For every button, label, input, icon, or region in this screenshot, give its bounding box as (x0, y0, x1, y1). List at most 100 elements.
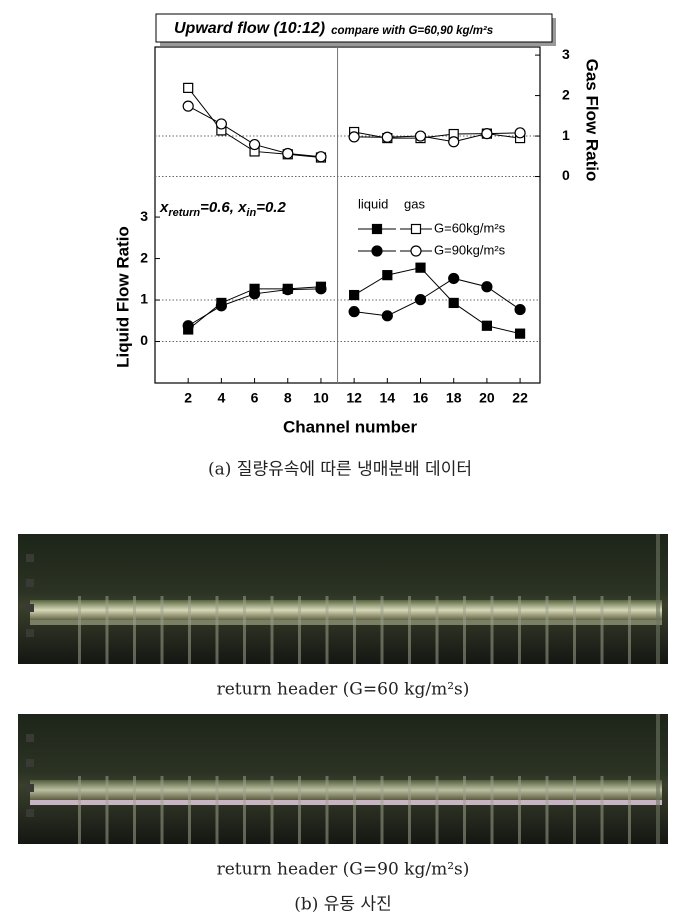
y2-tick-label: 1 (562, 127, 570, 143)
tube (545, 776, 549, 844)
gas-line (354, 132, 521, 143)
frame-notch (26, 554, 34, 562)
x-tick-label: 6 (251, 390, 259, 406)
header-pipe (30, 620, 662, 625)
tube (215, 776, 219, 844)
liquid-line (353, 267, 521, 335)
tube (215, 596, 219, 664)
marker (414, 294, 427, 306)
tube (628, 596, 631, 664)
frame-notch (26, 759, 34, 767)
marker (514, 303, 526, 316)
tube (600, 596, 604, 664)
caption-a: (a) 질량유속에 따른 냉매분배 데이터 (208, 460, 472, 480)
marker (448, 272, 460, 285)
marker (382, 270, 393, 281)
tube (243, 596, 246, 664)
tube (490, 776, 494, 844)
liquid-line (354, 277, 521, 317)
marker (414, 130, 427, 142)
legend-label: G=90kg/m²s (434, 242, 506, 257)
marker (348, 131, 360, 143)
photo-background (18, 714, 668, 844)
chart-title: Upward flow (10:12) (174, 20, 325, 37)
marker (514, 127, 526, 139)
y2-tick-label: 0 (562, 167, 570, 183)
annotation-part: in (246, 207, 256, 219)
header-band (30, 780, 662, 800)
tube (463, 776, 466, 844)
annotation-part: x (159, 199, 169, 216)
y-tick-label: 2 (140, 249, 148, 265)
tube (353, 776, 356, 844)
marker (481, 320, 492, 331)
frame-notch (26, 734, 34, 742)
marker (514, 328, 526, 339)
marker (248, 288, 261, 300)
tube (105, 776, 109, 844)
frame-notch (26, 629, 34, 637)
legend-header: liquid (358, 196, 388, 211)
tube (188, 596, 191, 664)
photo-edge (656, 534, 660, 664)
tube (408, 776, 411, 844)
legend-marker (410, 223, 422, 235)
marker (348, 306, 360, 318)
photo-caption: return header (G=90 kg/m²s) (217, 860, 470, 880)
marker (481, 281, 493, 293)
marker (448, 297, 459, 309)
tube (435, 776, 439, 844)
marker (248, 138, 261, 151)
marker (282, 147, 294, 160)
tube (270, 776, 274, 844)
y2-axis-label: Gas Flow Ratio (583, 59, 602, 182)
x-tick-label: 8 (284, 390, 292, 406)
tube (353, 596, 356, 664)
legend-marker (371, 223, 383, 235)
tube (545, 596, 549, 664)
tube (408, 596, 411, 664)
legend-label: G=60kg/m²s (434, 220, 506, 235)
marker (381, 310, 393, 322)
tube (160, 596, 164, 664)
tube (518, 596, 521, 664)
caption-b: (b) 유동 사진 (294, 895, 392, 915)
tube (463, 596, 466, 664)
marker (315, 151, 327, 163)
chart-subtitle: compare with G=60,90 kg/m²s (331, 25, 493, 37)
x-tick-label: 4 (217, 390, 225, 406)
annotation: xreturn=0.6, xin=0.2 (159, 199, 286, 219)
frame-notch (26, 579, 34, 587)
marker (381, 131, 393, 143)
marker (349, 289, 360, 301)
photo-background (18, 534, 668, 664)
tube (243, 776, 246, 844)
tube (105, 596, 109, 664)
photo (18, 714, 668, 844)
tube (78, 596, 81, 664)
tube (160, 776, 164, 844)
marker (481, 128, 493, 140)
tube (325, 596, 329, 664)
marker (448, 136, 460, 148)
x-tick-label: 10 (313, 390, 329, 406)
marker (215, 118, 227, 130)
marker (415, 262, 426, 273)
marker (315, 283, 327, 295)
frame-notch (26, 809, 34, 817)
frame-notch (26, 604, 34, 612)
tube (270, 596, 274, 664)
tube (325, 776, 329, 844)
x-tick-label: 22 (512, 390, 528, 406)
marker (182, 320, 194, 332)
marker (282, 284, 294, 296)
tube (435, 596, 439, 664)
photo (18, 534, 668, 664)
y-tick-label: 3 (140, 208, 148, 224)
legend-marker (410, 245, 422, 257)
photo-caption: return header (G=60 kg/m²s) (217, 680, 470, 700)
tube (298, 596, 301, 664)
